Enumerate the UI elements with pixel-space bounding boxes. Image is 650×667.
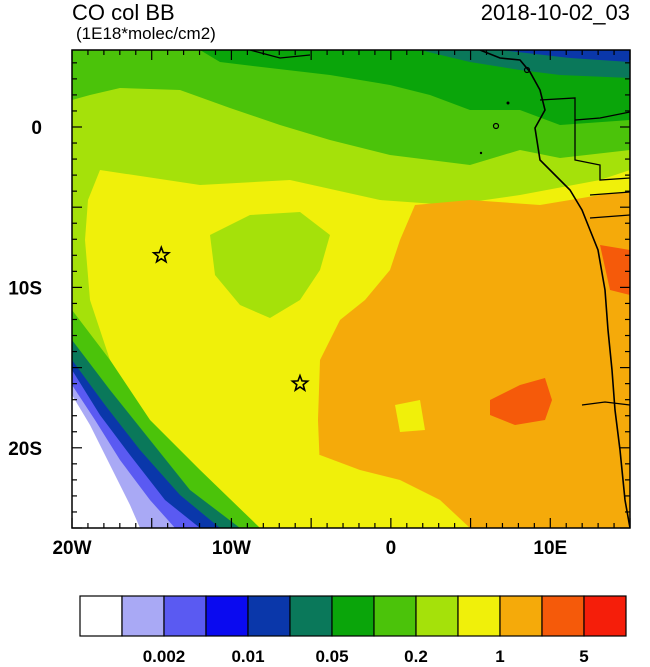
field-white-southwest: [72, 395, 140, 528]
map-ticks: 20W 10W 0 10E 0 10S 20S: [8, 50, 631, 559]
border-congo-drc: [589, 191, 630, 196]
island-sao-tome: [492, 122, 500, 130]
island-annobon: [479, 151, 483, 155]
colorbar-label: 0.002: [143, 647, 186, 666]
field-yellow-south: [260, 455, 470, 528]
colorbar-box: [541, 595, 585, 637]
field-orange: [318, 192, 630, 528]
field-red-east: [600, 245, 630, 295]
colorbar-box: [163, 595, 207, 637]
border-gabon-congo: [574, 120, 630, 181]
colorbar-box: [205, 595, 249, 637]
field-red-core: [490, 378, 552, 425]
lat-tick-label: 10S: [8, 278, 42, 299]
colorbar-box: [457, 595, 501, 637]
lon-tick-label: 20W: [52, 538, 91, 559]
colorbar-box: [499, 595, 543, 637]
border-cabinda: [589, 214, 630, 219]
lon-tick-label: 10E: [533, 538, 567, 559]
colorbar: 0.002 0.01 0.05 0.2 1 5: [79, 595, 627, 666]
lat-tick-label: 0: [31, 118, 42, 139]
colorbar-label: 5: [579, 647, 588, 666]
field-yellow-patch: [395, 400, 425, 432]
colorbar-box: [121, 595, 165, 637]
map-timestamp: 2018-10-02_03: [480, 0, 630, 25]
map-units: (1E18*molec/cm2): [76, 24, 216, 43]
colorbar-label: 1: [495, 647, 504, 666]
lon-tick-label: 10W: [212, 538, 251, 559]
map-frame: [71, 49, 631, 529]
map-title: CO col BB: [72, 0, 175, 25]
colorbar-box: [79, 595, 123, 637]
colorbar-label: 0.01: [231, 647, 264, 666]
colorbar-box: [247, 595, 291, 637]
map-field: [72, 50, 630, 528]
station-star-1: [151, 245, 172, 264]
colorbar-box: [373, 595, 417, 637]
field-blue-north: [500, 50, 630, 62]
colorbar-box: [415, 595, 459, 637]
colorbar-label: 0.05: [315, 647, 348, 666]
lat-tick-label: 20S: [8, 439, 42, 460]
border-angola-namibia: [581, 401, 630, 406]
colorbar-box: [583, 595, 627, 637]
station-star-2: [290, 373, 310, 392]
island-principe: [506, 101, 510, 105]
lon-tick-label: 0: [386, 538, 397, 559]
station-markers: [151, 245, 310, 392]
colorbar-box: [289, 595, 333, 637]
field-green-eddy: [210, 212, 330, 318]
coastline-guinea-gulf: [249, 50, 311, 59]
colorbar-label: 0.2: [404, 647, 428, 666]
island-bioko: [523, 66, 531, 74]
colorbar-box: [331, 595, 375, 637]
